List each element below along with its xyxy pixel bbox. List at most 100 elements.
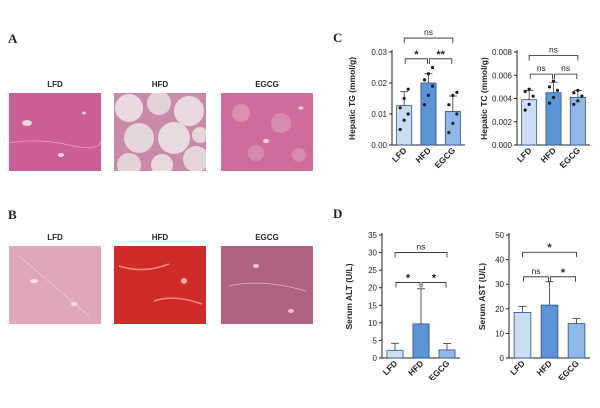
x-tick-label: LFD	[381, 358, 400, 377]
significance-label: ns	[417, 242, 426, 252]
bar-hfd	[540, 304, 559, 359]
data-point	[572, 91, 576, 95]
significance-bracket	[394, 252, 448, 258]
y-tick-label: 0	[373, 354, 378, 363]
y-tick-label: 15	[368, 301, 377, 310]
data-point	[551, 79, 556, 83]
data-point	[547, 85, 552, 89]
y-tick-label: 0.004	[492, 95, 513, 104]
chart-serum-ast: 0 10 20 30 40 50 Serum AST (U/L) LFD HFD EGCG * ns *	[477, 231, 590, 380]
significance-bracket	[522, 251, 577, 258]
y-tick-label: 0.00	[371, 141, 387, 150]
data-point	[555, 88, 560, 92]
x-tick-label: LFD	[390, 145, 409, 164]
data-point	[576, 99, 580, 103]
sirius-label-hfd: HFD	[151, 233, 169, 242]
data-point	[430, 84, 435, 88]
y-tick-label: 40	[495, 256, 504, 265]
y-tick-label: 0.008	[492, 48, 513, 57]
bar-egcg	[444, 111, 461, 146]
x-tick-label: EGCG	[427, 358, 452, 380]
y-tick-label: 0.03	[371, 48, 387, 57]
data-point	[547, 101, 552, 105]
y-tick-label: 10	[495, 329, 504, 338]
y-tick-label: 0.006	[492, 71, 513, 80]
data-point	[455, 90, 459, 94]
x-tick-label: HFD	[406, 358, 425, 377]
y-tick-label: 0.002	[492, 118, 513, 127]
significance-label: *	[547, 242, 552, 254]
y-tick-label: 10	[368, 319, 377, 328]
x-tick-label: HFD	[534, 358, 553, 377]
panel-label-a: A	[8, 31, 18, 46]
x-tick-label: EGCG	[557, 145, 582, 170]
y-axis-label: Serum ALT (U/L)	[344, 263, 354, 329]
y-tick-label: 20	[368, 284, 377, 293]
data-point	[406, 87, 410, 91]
data-point	[422, 103, 427, 107]
y-tick-label: 35	[368, 231, 377, 240]
sirius-image-lfd	[9, 246, 101, 324]
x-tick-label: HFD	[413, 145, 432, 164]
data-point	[551, 95, 556, 99]
bar-hfd	[545, 92, 562, 146]
y-tick-label: 0	[500, 354, 505, 363]
significance-bracket	[404, 58, 428, 64]
data-point	[398, 127, 402, 132]
y-tick-label: 0.000	[492, 141, 513, 150]
y-tick-label: 0.02	[371, 79, 387, 88]
data-point	[430, 65, 435, 70]
x-tick-label: LFD	[508, 358, 527, 377]
bar-egcg	[567, 323, 586, 359]
data-point	[426, 93, 431, 97]
data-point	[402, 96, 406, 101]
he-label-hfd: HFD	[151, 80, 169, 89]
x-tick-label: EGCG	[432, 145, 457, 170]
significance-label: *	[432, 272, 437, 284]
data-point	[523, 108, 527, 112]
significance-label: ns	[561, 63, 570, 73]
significance-label: *	[406, 272, 411, 284]
y-tick-label: 0.01	[371, 110, 387, 119]
he-image-lfd	[9, 93, 101, 171]
data-point	[447, 131, 451, 135]
y-tick-label: 30	[495, 280, 504, 289]
data-point	[406, 112, 410, 116]
y-tick-label: 20	[495, 305, 504, 314]
y-tick-label: 50	[495, 231, 504, 240]
data-point	[527, 102, 531, 106]
significance-bracket	[523, 276, 549, 282]
y-tick-label: 30	[368, 249, 377, 258]
significance-bracket	[395, 282, 421, 288]
y-tick-label: 5	[373, 336, 378, 345]
data-point	[402, 118, 406, 122]
data-point	[531, 94, 535, 98]
significance-label: ns	[537, 63, 546, 73]
he-image-egcg	[221, 93, 313, 171]
y-axis-label: Hepatic TG (mmol/g)	[347, 57, 357, 140]
bar-hfd	[412, 323, 430, 359]
panel-label-b: B	[8, 207, 17, 222]
significance-bracket	[529, 73, 553, 80]
panel-label-c: C	[333, 30, 343, 45]
data-point	[451, 93, 455, 97]
data-point	[572, 102, 576, 106]
significance-bracket	[421, 282, 447, 288]
significance-bracket	[554, 73, 578, 80]
y-axis-label: Serum AST (U/L)	[477, 263, 487, 330]
sirius-label-egcg: EGCG	[255, 233, 279, 242]
data-point	[398, 106, 402, 110]
chart-hepatic-tg: 0.00 0.01 0.02 0.03 Hepatic TG (mmol/g) LFD HF…	[347, 30, 465, 170]
he-label-egcg: EGCG	[255, 80, 279, 89]
significance-bracket	[403, 37, 454, 44]
data-point	[422, 78, 427, 82]
data-point	[523, 89, 527, 94]
he-label-lfd: LFD	[47, 80, 63, 89]
significance-label: *	[561, 267, 566, 279]
data-point	[426, 72, 431, 76]
sirius-label-lfd: LFD	[47, 233, 63, 242]
x-tick-label: HFD	[538, 145, 557, 164]
data-point	[447, 103, 451, 107]
